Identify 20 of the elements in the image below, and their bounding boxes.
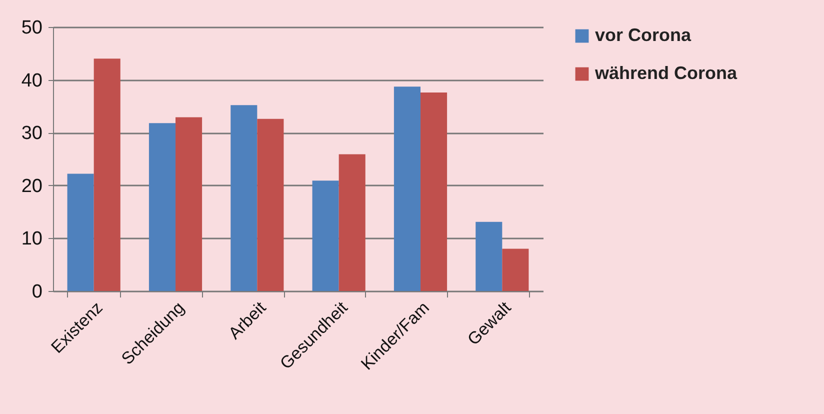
y-tick-label: 40 — [21, 70, 42, 92]
bar — [148, 123, 176, 291]
bar — [394, 86, 420, 291]
bar — [420, 92, 448, 291]
bar — [338, 154, 366, 291]
y-tick-label: 10 — [21, 228, 42, 250]
y-tick-label: 50 — [21, 18, 42, 38]
bar — [94, 58, 120, 291]
y-tick-label: 20 — [21, 176, 42, 197]
bar — [476, 222, 502, 291]
bar — [502, 248, 529, 291]
y-tick-label: 30 — [21, 123, 42, 144]
legend-label: vor Corona — [595, 25, 692, 45]
bar — [257, 118, 284, 291]
y-tick-label: 0 — [32, 282, 42, 302]
legend-label: während Corona — [594, 63, 738, 83]
bar — [176, 117, 202, 291]
bar — [312, 180, 339, 291]
bar — [230, 105, 258, 291]
bar — [67, 174, 94, 291]
